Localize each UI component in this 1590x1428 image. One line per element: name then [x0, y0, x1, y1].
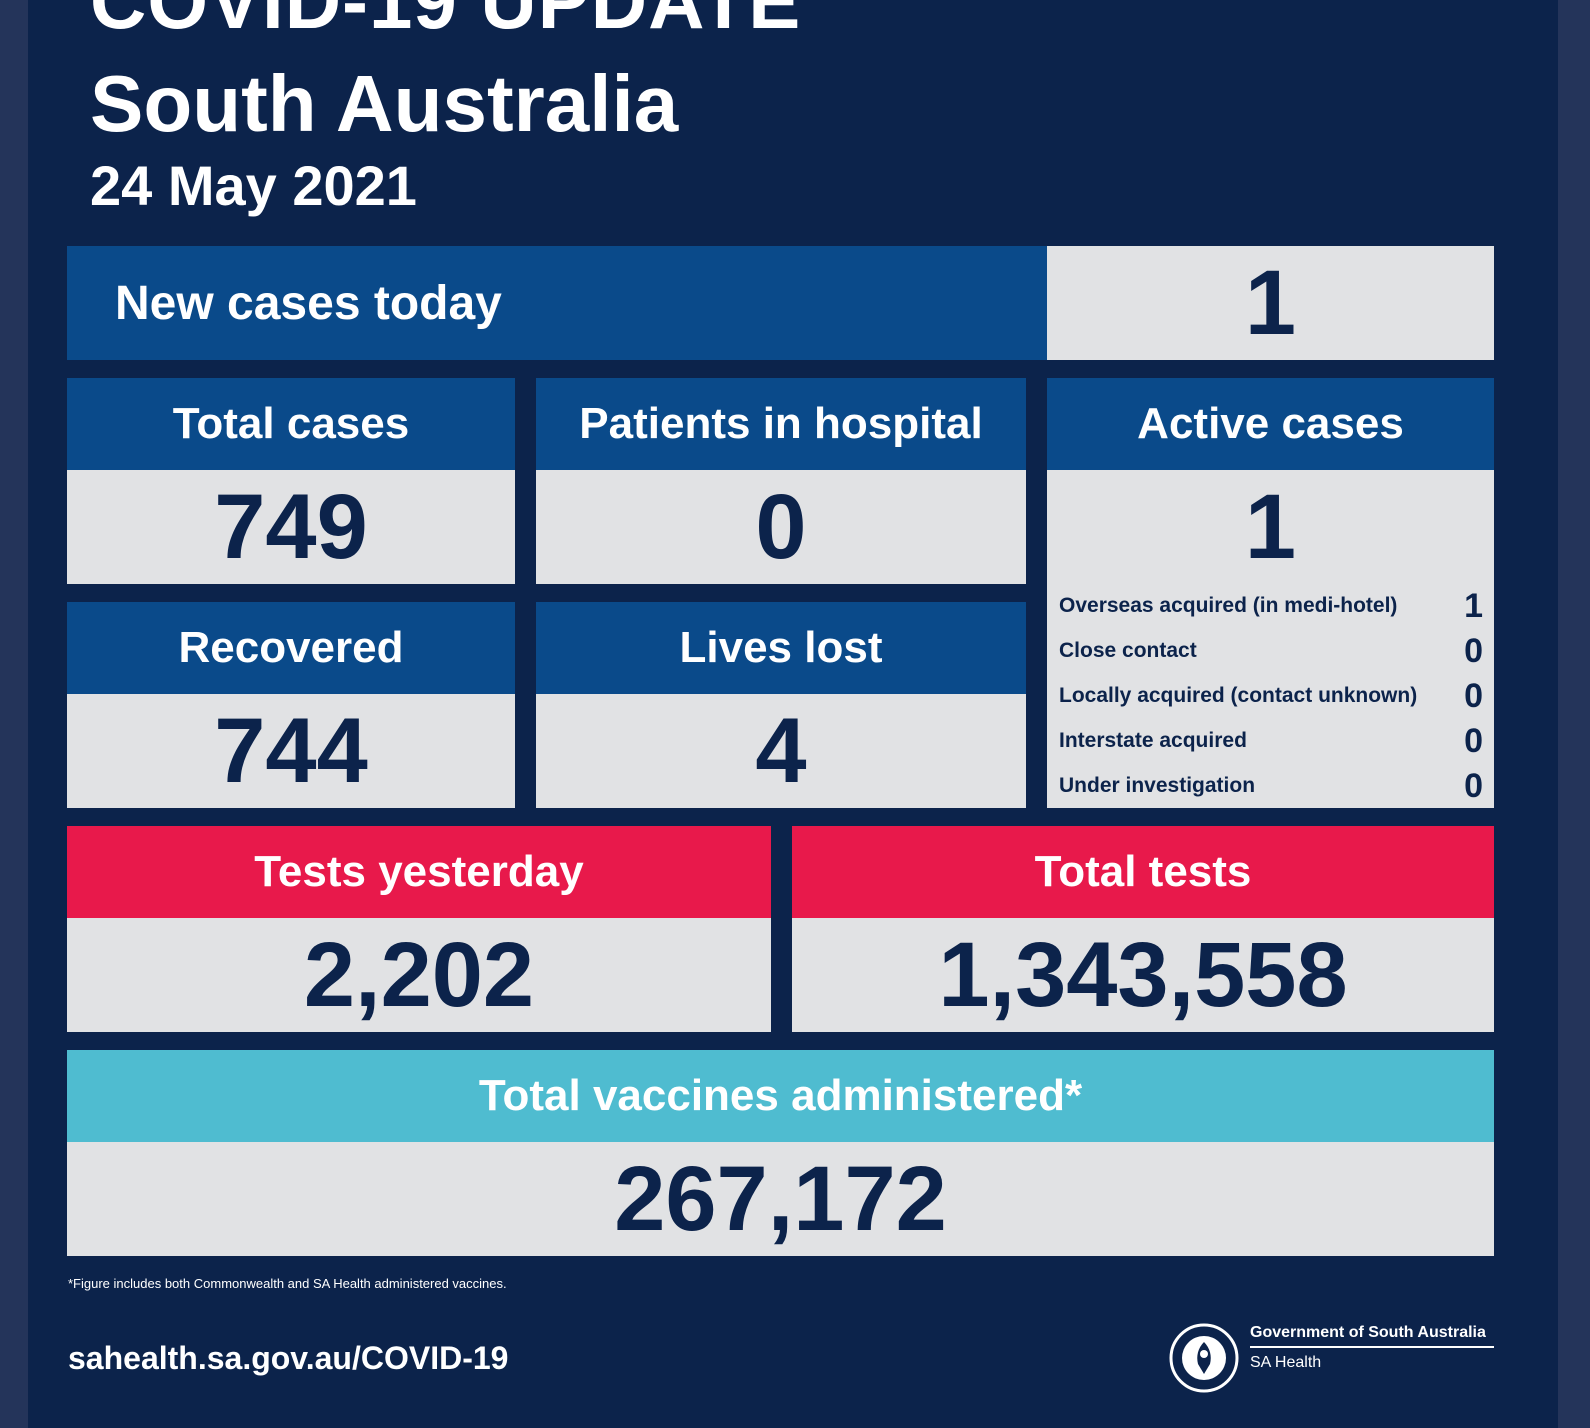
department-name: SA Health [1250, 1354, 1322, 1371]
vaccines-footnote: *Figure includes both Commonwealth and S… [68, 1276, 507, 1291]
breakdown-label: Interstate acquired [1059, 729, 1247, 752]
update-date: 24 May 2021 [90, 154, 417, 217]
active-cases-label: Active cases [1047, 378, 1494, 470]
state-badge-icon [1169, 1323, 1239, 1393]
breakdown-row: Locally acquired (contact unknown) 0 [1059, 676, 1483, 716]
region-title: South Australia [90, 59, 679, 148]
active-cases-panel [1047, 470, 1494, 808]
vaccines-label: Total vaccines administered* [67, 1050, 1494, 1142]
poster-title: COVID-19 UPDATE [90, 0, 802, 45]
breakdown-value: 0 [1464, 631, 1483, 670]
covid-update-poster: COVID-19 UPDATE South Australia 24 May 2… [28, 0, 1558, 1428]
breakdown-value: 1 [1464, 586, 1483, 625]
breakdown-row: Close contact 0 [1059, 631, 1483, 671]
total-tests-label: Total tests [792, 826, 1494, 918]
breakdown-label: Overseas acquired (in medi-hotel) [1059, 594, 1398, 617]
tests-yesterday-label: Tests yesterday [67, 826, 771, 918]
total-cases-label: Total cases [67, 378, 515, 470]
lives-lost-value: 4 [536, 694, 1026, 808]
recovered-value: 744 [67, 694, 515, 808]
breakdown-row: Under investigation 0 [1059, 766, 1483, 806]
lives-lost-label: Lives lost [536, 602, 1026, 694]
patients-in-hospital-value: 0 [536, 470, 1026, 584]
tests-yesterday-value: 2,202 [67, 918, 771, 1032]
active-cases-value: 1 [1244, 476, 1297, 578]
breakdown-label: Locally acquired (contact unknown) [1059, 684, 1418, 707]
breakdown-label: Under investigation [1059, 774, 1256, 797]
breakdown-value: 0 [1464, 766, 1483, 805]
breakdown-label: Close contact [1059, 639, 1197, 662]
breakdown-row: Interstate acquired 0 [1059, 721, 1483, 761]
new-cases-value: 1 [1047, 246, 1494, 360]
website-url: sahealth.sa.gov.au/COVID-19 [68, 1340, 509, 1376]
patients-in-hospital-label: Patients in hospital [536, 378, 1026, 470]
breakdown-row: Overseas acquired (in medi-hotel) 1 [1059, 586, 1483, 626]
total-cases-value: 749 [67, 470, 515, 584]
breakdown-value: 0 [1464, 676, 1483, 715]
background-left [0, 0, 30, 1428]
recovered-label: Recovered [67, 602, 515, 694]
government-name: Government of South Australia [1250, 1324, 1494, 1348]
background-right [1556, 0, 1590, 1428]
breakdown-value: 0 [1464, 721, 1483, 760]
new-cases-label: New cases today [67, 246, 1047, 360]
total-tests-value: 1,343,558 [792, 918, 1494, 1032]
vaccines-value: 267,172 [67, 1142, 1494, 1256]
